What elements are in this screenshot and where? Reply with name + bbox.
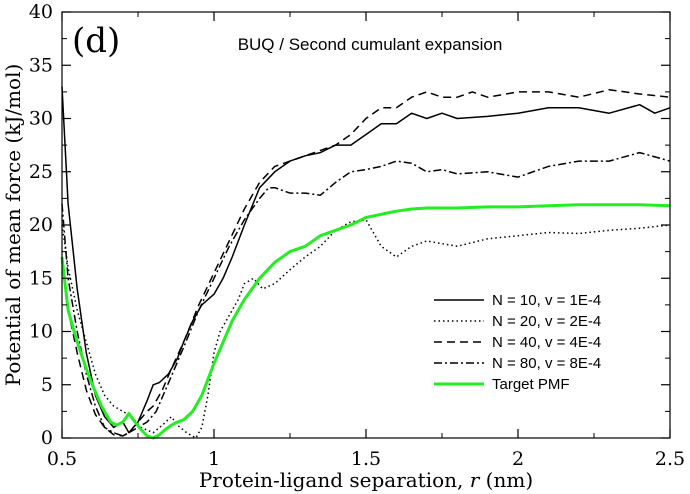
- legend-label: N = 40, v = 4E-4: [492, 334, 601, 351]
- axis-ticks: 0.5 1 1.5 2 2.5 0 5 10 15 20 25 30 35 40: [29, 1, 685, 470]
- series-line-4: [61, 151, 671, 437]
- series-layer: [60, 86, 671, 440]
- legend-label: N = 10, v = 1E-4: [492, 292, 601, 309]
- legend-label: N = 80, v = 8E-4: [492, 355, 601, 372]
- x-axis-label-suffix: (nm): [479, 468, 533, 492]
- x-axis-label-variable: r: [470, 468, 481, 492]
- y-tick-label: 35: [29, 54, 53, 76]
- y-tick-label: 20: [29, 214, 53, 236]
- y-axis-label: Potential of mean force (kJ/mol): [1, 64, 25, 387]
- x-tick-label: 1: [208, 448, 220, 470]
- x-axis-label: Protein-ligand separation, r (nm): [199, 468, 533, 492]
- series-line-1: [61, 86, 671, 434]
- y-tick-label: 0: [41, 427, 53, 449]
- series-line-2: [61, 218, 671, 439]
- y-tick-label: 5: [41, 374, 53, 396]
- y-tick-label: 10: [29, 321, 53, 343]
- x-tick-label: 1.5: [351, 448, 381, 470]
- x-tick-label: 0.5: [47, 448, 77, 470]
- legend: N = 10, v = 1E-4 N = 20, v = 2E-4 N = 40, …: [434, 292, 601, 393]
- series-line-5: [60, 203, 671, 440]
- chart-title: BUQ / Second cumulant expansion: [238, 35, 503, 54]
- y-tick-label: 15: [29, 267, 53, 289]
- x-tick-label: 2: [512, 448, 524, 470]
- legend-label: Target PMF: [492, 376, 570, 393]
- x-tick-label: 2.5: [655, 448, 685, 470]
- x-axis-label-prefix: Protein-ligand separation,: [199, 468, 470, 492]
- y-tick-label: 25: [29, 161, 53, 183]
- y-tick-label: 30: [29, 108, 53, 130]
- plot-background: [62, 12, 670, 438]
- panel-label: (d): [72, 21, 120, 61]
- y-tick-label: 40: [29, 1, 53, 23]
- legend-label: N = 20, v = 2E-4: [492, 313, 601, 330]
